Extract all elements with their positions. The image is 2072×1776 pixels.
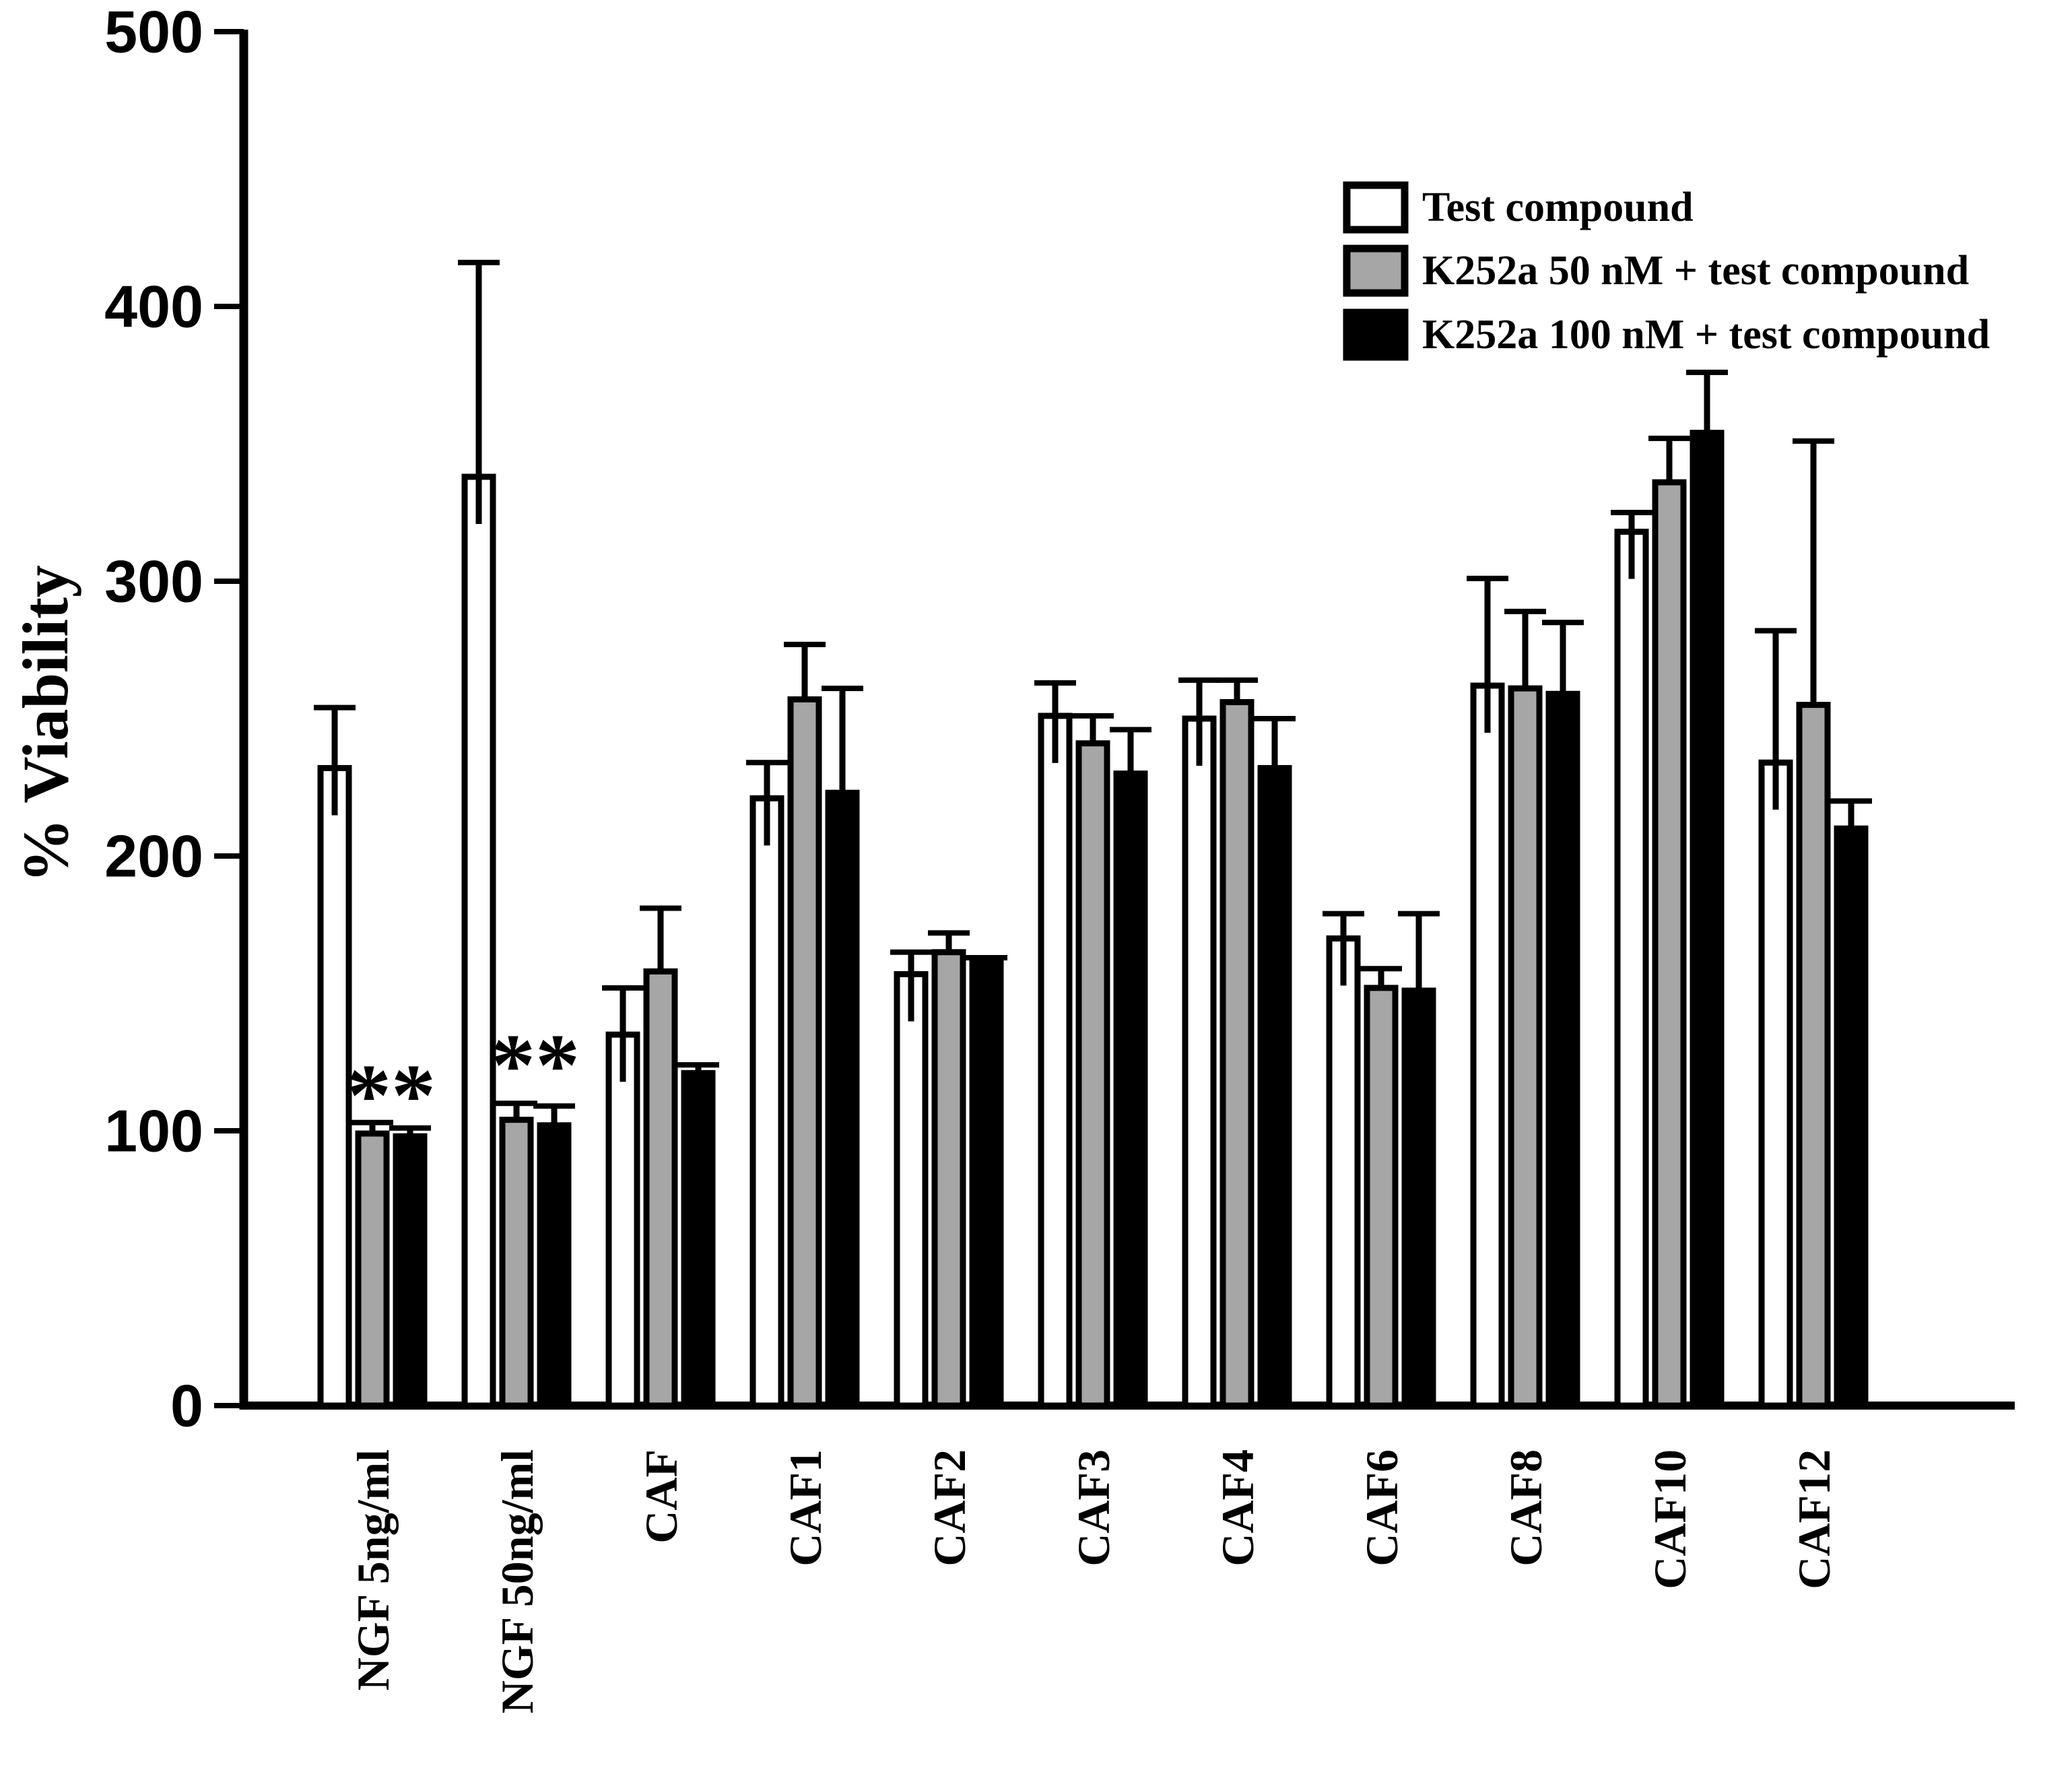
significance-asterisks: ** bbox=[347, 1045, 436, 1144]
bar bbox=[537, 1122, 572, 1409]
bar bbox=[1508, 685, 1543, 1409]
legend-swatch bbox=[1343, 181, 1409, 234]
bar bbox=[1182, 715, 1217, 1409]
bar bbox=[1219, 699, 1255, 1409]
bar bbox=[787, 696, 822, 1409]
bar bbox=[1796, 702, 1831, 1409]
bar bbox=[461, 473, 496, 1409]
bar bbox=[1038, 713, 1073, 1409]
bar bbox=[1075, 740, 1110, 1409]
bar bbox=[1364, 985, 1399, 1409]
bar bbox=[681, 1070, 716, 1409]
bar bbox=[1758, 759, 1793, 1409]
y-tick-label: 400 bbox=[104, 273, 203, 340]
x-category-label: CAF2 bbox=[924, 1449, 975, 1567]
bar bbox=[1545, 690, 1580, 1409]
bar bbox=[1113, 770, 1148, 1409]
bar bbox=[643, 968, 678, 1409]
legend-swatch bbox=[1343, 308, 1409, 361]
bar bbox=[1614, 529, 1649, 1409]
y-tick-label: 200 bbox=[104, 823, 203, 890]
bar bbox=[1257, 764, 1292, 1409]
bar bbox=[894, 971, 929, 1409]
x-category-label: CAF6 bbox=[1356, 1449, 1407, 1567]
legend-label: Test compound bbox=[1422, 185, 1694, 230]
bar bbox=[1690, 430, 1725, 1409]
bar bbox=[749, 795, 784, 1409]
bar bbox=[1470, 682, 1505, 1409]
x-category-label: CAF1 bbox=[780, 1449, 831, 1567]
y-tick-label: 300 bbox=[104, 548, 203, 615]
x-category-label: CAF10 bbox=[1644, 1449, 1696, 1589]
legend-label: K252a 50 nM + test compound bbox=[1422, 248, 1969, 294]
bar bbox=[317, 764, 352, 1409]
bar bbox=[1652, 479, 1687, 1409]
bar bbox=[1834, 825, 1869, 1409]
bar bbox=[931, 949, 966, 1409]
bar bbox=[499, 1117, 534, 1409]
x-category-label: CAF4 bbox=[1212, 1449, 1263, 1567]
bar bbox=[355, 1130, 390, 1409]
x-category-label: CAF3 bbox=[1068, 1449, 1119, 1567]
x-category-label: NGF 5ng/ml bbox=[347, 1449, 399, 1690]
legend-label: K252a 100 nM + test compound bbox=[1422, 312, 1990, 358]
bar bbox=[969, 960, 1004, 1409]
x-category-label: CAF8 bbox=[1500, 1449, 1551, 1567]
x-category-label: CAF12 bbox=[1789, 1449, 1840, 1589]
legend-swatch bbox=[1343, 244, 1409, 297]
x-category-label: NGF 50ng/ml bbox=[492, 1449, 543, 1713]
y-axis-title: % Viability bbox=[9, 565, 81, 883]
y-tick-label: 0 bbox=[170, 1373, 203, 1439]
y-tick-label: 100 bbox=[104, 1098, 203, 1164]
bar bbox=[1401, 987, 1436, 1409]
bar bbox=[393, 1133, 428, 1409]
significance-asterisks: ** bbox=[491, 1016, 580, 1115]
bar bbox=[825, 789, 860, 1409]
bar bbox=[605, 1031, 640, 1409]
x-category-label: CAF bbox=[636, 1449, 687, 1544]
bar bbox=[1326, 935, 1361, 1409]
y-tick-label: 500 bbox=[104, 0, 203, 65]
